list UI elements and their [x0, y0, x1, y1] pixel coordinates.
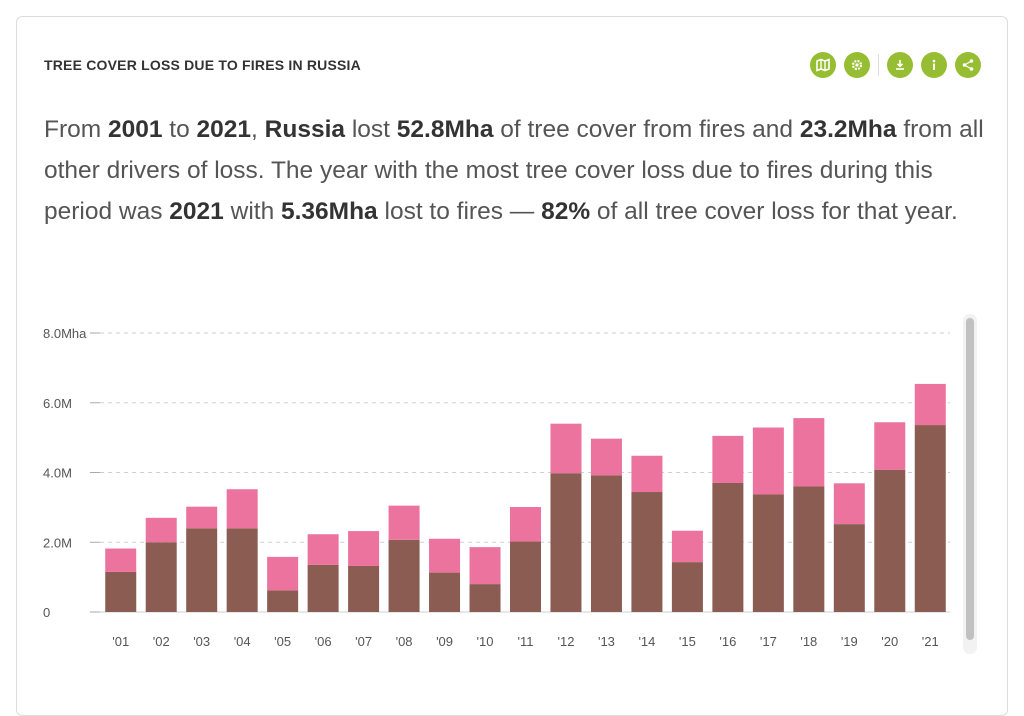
y-tick-label: 8.0Mha: [43, 326, 87, 341]
bar-other-loss[interactable]: [186, 506, 218, 529]
bar-fire-loss[interactable]: [145, 542, 177, 612]
bar-fire-loss[interactable]: [226, 528, 258, 612]
fire-loss-total: 52.8Mha: [396, 116, 494, 143]
bar-other-loss[interactable]: [510, 507, 541, 542]
download-button[interactable]: [887, 52, 913, 78]
country-name: Russia: [264, 116, 346, 143]
bar-fire-loss[interactable]: [348, 565, 380, 612]
x-tick-label: '12: [557, 634, 574, 649]
bar-fire-loss[interactable]: [307, 564, 339, 612]
x-tick-label: '10: [477, 634, 494, 649]
bar-other-loss[interactable]: [914, 383, 946, 426]
settings-icon: [851, 59, 863, 71]
x-tick-label: '17: [760, 634, 777, 649]
chart-scrollbar[interactable]: [963, 314, 977, 654]
bar-fire-loss[interactable]: [671, 562, 703, 612]
bar-fire-loss[interactable]: [833, 524, 865, 612]
peak-percent: 82%: [541, 198, 591, 225]
bar-other-loss[interactable]: [267, 556, 299, 591]
bar-other-loss[interactable]: [712, 435, 744, 483]
bar-other-loss[interactable]: [145, 517, 177, 543]
bar-other-loss[interactable]: [631, 455, 663, 493]
bar-fire-loss[interactable]: [712, 482, 744, 612]
settings-button[interactable]: [844, 52, 870, 78]
y-tick-label: 0: [43, 605, 50, 620]
x-tick-label: '04: [234, 634, 251, 649]
y-tick-label: 6.0M: [43, 396, 72, 411]
x-tick-label: '09: [436, 634, 453, 649]
bar-other-loss[interactable]: [469, 547, 501, 585]
peak-loss: 5.36Mha: [281, 198, 378, 225]
other-loss-total: 23.2Mha: [799, 116, 897, 143]
bar-fire-loss[interactable]: [752, 494, 784, 612]
info-button[interactable]: [921, 52, 947, 78]
share-icon: [962, 59, 974, 71]
y-tick-label: 4.0M: [43, 466, 72, 481]
x-tick-label: '08: [396, 634, 413, 649]
x-tick-label: '18: [800, 634, 817, 649]
x-tick-label: '06: [315, 634, 332, 649]
bar-fire-loss[interactable]: [267, 590, 299, 612]
download-icon: [896, 60, 904, 70]
bar-fire-loss[interactable]: [105, 571, 137, 612]
bar-fire-loss[interactable]: [914, 425, 946, 612]
map-icon: [816, 58, 830, 72]
bar-other-loss[interactable]: [793, 418, 825, 487]
toolbar-divider: [878, 54, 879, 76]
bar-fire-loss[interactable]: [186, 528, 218, 612]
y-tick-label: 2.0M: [43, 535, 72, 550]
bar-other-loss[interactable]: [752, 427, 784, 495]
info-icon: [932, 59, 936, 70]
tree-cover-loss-chart: 0 2.0M 4.0M 6.0M 8.0Mha '01 '02 '03 '04 '05 '06 '07…: [43, 326, 950, 649]
bar-fire-loss[interactable]: [874, 469, 906, 612]
bar-other-loss[interactable]: [105, 548, 137, 572]
bar-other-loss[interactable]: [429, 538, 461, 573]
bar-fire-loss[interactable]: [590, 475, 622, 612]
scrollbar-thumb[interactable]: [966, 318, 974, 640]
x-tick-label: '03: [193, 634, 210, 649]
bar-other-loss[interactable]: [671, 530, 703, 563]
share-button[interactable]: [955, 52, 981, 78]
peak-year: 2021: [169, 198, 224, 225]
x-tick-label: '05: [274, 634, 291, 649]
widget-toolbar: [802, 52, 981, 78]
x-tick-label: '19: [841, 634, 858, 649]
x-tick-label: '20: [881, 634, 898, 649]
x-tick-label: '13: [598, 634, 615, 649]
x-tick-label: '02: [153, 634, 170, 649]
bar-fire-loss[interactable]: [550, 473, 582, 612]
x-tick-label: '16: [719, 634, 736, 649]
bar-fire-loss[interactable]: [631, 492, 663, 612]
bar-other-loss[interactable]: [590, 438, 622, 476]
x-tick-label: '15: [679, 634, 696, 649]
bar-other-loss[interactable]: [874, 422, 906, 470]
bar-other-loss[interactable]: [307, 534, 339, 565]
x-tick-label: '21: [922, 634, 939, 649]
bar-fire-loss[interactable]: [469, 584, 501, 612]
x-tick-label: '14: [638, 634, 655, 649]
x-tick-label: '07: [355, 634, 372, 649]
bar-fire-loss[interactable]: [388, 539, 420, 612]
bar-other-loss[interactable]: [226, 489, 258, 529]
map-button[interactable]: [810, 52, 836, 78]
end-year: 2021: [196, 116, 252, 143]
bar-fire-loss[interactable]: [793, 486, 825, 612]
bar-fire-loss[interactable]: [510, 541, 541, 612]
bar-other-loss[interactable]: [348, 531, 380, 566]
summary-sentence: From 2001 to 2021, Russia lost 52.8Mha o…: [44, 116, 984, 225]
bar-other-loss[interactable]: [388, 505, 420, 540]
bar-fire-loss[interactable]: [429, 572, 461, 612]
start-year: 2001: [107, 116, 163, 143]
widget-title: TREE COVER LOSS DUE TO FIRES IN RUSSIA: [44, 57, 361, 73]
x-tick-label: '01: [112, 634, 129, 649]
x-tick-label: '11: [518, 634, 534, 649]
bar-other-loss[interactable]: [833, 483, 865, 525]
bar-other-loss[interactable]: [550, 423, 582, 474]
